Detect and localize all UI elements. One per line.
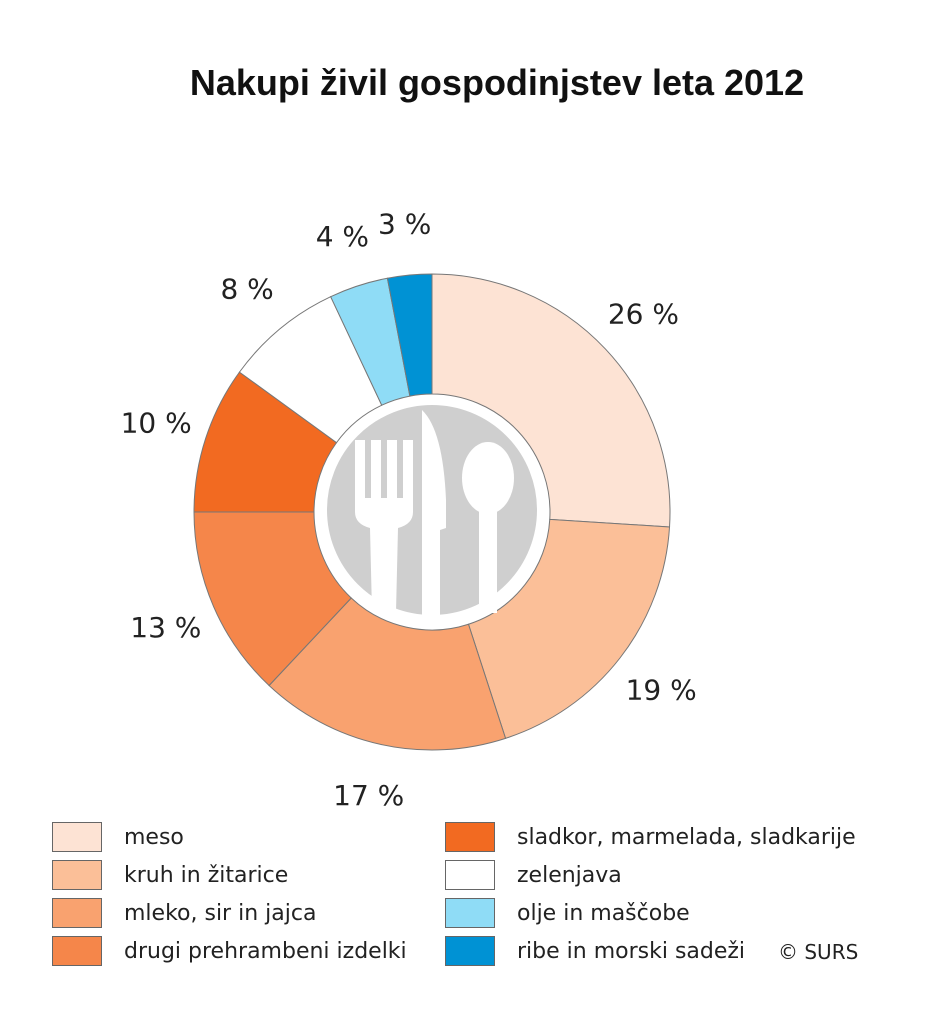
fork-icon — [355, 440, 413, 612]
slice-7 — [386, 273, 433, 397]
source-credit: © SURS — [778, 940, 859, 964]
slice-0 — [431, 273, 671, 528]
knife-icon — [422, 410, 446, 616]
slice-2 — [268, 597, 507, 751]
slice-label-3: 13 % — [130, 611, 201, 644]
spoon-icon — [462, 442, 514, 613]
slice-label-5: 8 % — [220, 273, 273, 306]
chart-title: Nakupi živil gospodinjstev leta 2012 — [189, 62, 805, 103]
slice-label-0: 26 % — [608, 297, 679, 330]
slice-3 — [193, 511, 352, 687]
donut-slices — [193, 273, 671, 751]
slice-1 — [467, 518, 671, 739]
slice-label-1: 19 % — [626, 674, 697, 707]
slice-label-6: 4 % — [316, 220, 369, 253]
slice-labels: 26 % 19 % 17 % 13 % 10 % 8 % 4 % 3 % — [121, 207, 697, 812]
slice-label-4: 10 % — [121, 406, 192, 439]
cutlery-icon — [317, 395, 547, 625]
slice-label-7: 3 % — [378, 207, 431, 240]
slice-label-2: 17 % — [333, 779, 404, 812]
